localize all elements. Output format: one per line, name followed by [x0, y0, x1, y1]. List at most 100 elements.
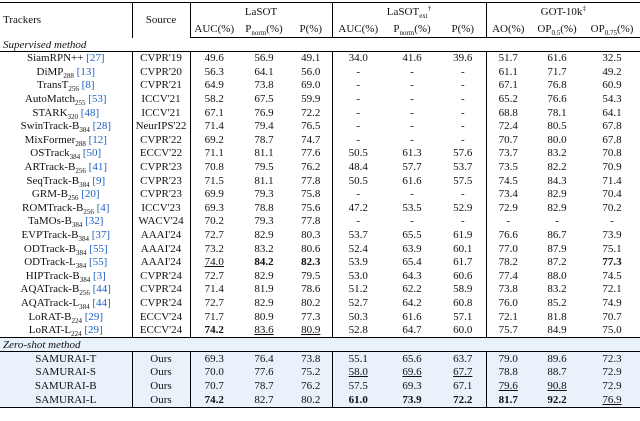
- source-text: AAAI'24: [140, 242, 182, 255]
- value-cell: 73.7: [485, 147, 531, 161]
- value-cell: 61.9: [440, 229, 486, 243]
- tracker-name: AQATrack-B: [20, 283, 80, 296]
- source-text: CVPR'21: [140, 79, 182, 92]
- source-cell: AAAI'24: [131, 242, 190, 256]
- value-cell: 78.2: [485, 255, 531, 270]
- source-text: CVPR'23: [140, 174, 182, 187]
- value: 65.5: [402, 229, 422, 242]
- source-cell: CVPR'24: [131, 296, 190, 311]
- tracker-cell: AutoMatch255 [53]: [0, 93, 132, 106]
- source-text: ECCV'22: [139, 147, 183, 160]
- value: 60.8: [453, 296, 473, 309]
- source-text: ECCV'24: [139, 310, 183, 323]
- value-cell: 47.2: [331, 201, 385, 216]
- tracker-cell: HIPTrack-B384 [3]: [0, 270, 132, 283]
- value-cell: 60.1: [440, 242, 486, 256]
- group-name: GOT-10k: [540, 5, 583, 18]
- value-cell: 69.9: [189, 187, 238, 202]
- value: 82.9: [254, 269, 274, 282]
- value: 76.6: [498, 229, 518, 242]
- value: 73.8: [498, 283, 518, 296]
- value-cell: 86.7: [530, 229, 584, 243]
- value: 86.7: [547, 229, 567, 242]
- value-cell: 79.5: [290, 270, 332, 284]
- data-row: EVPTrack-B384 [37] AAAI'24 72.7 82.9 80.3 53.…: [0, 228, 640, 243]
- value: 78.1: [547, 106, 567, 119]
- value: 64.9: [204, 79, 224, 92]
- value: 74.5: [602, 269, 622, 282]
- header-cell: Trackers: [0, 2, 132, 38]
- value: 65.6: [402, 352, 422, 365]
- value-cell: 78.1: [530, 106, 584, 120]
- tracker-name: ROMTrack-B: [22, 201, 84, 214]
- value-cell: 64.9: [189, 79, 238, 93]
- tracker-name: GRM-B: [31, 188, 68, 201]
- value: 72.2: [453, 393, 473, 406]
- column-suffix: (%): [616, 22, 634, 35]
- tracker-name: OSTrack: [30, 147, 70, 160]
- tracker-name: SAMURAI-B: [34, 379, 97, 392]
- value-cell: 71.4: [584, 174, 640, 188]
- group-sup: †: [427, 3, 432, 12]
- section-title: Supervised method: [0, 37, 640, 52]
- value: -: [410, 215, 414, 228]
- value: 72.3: [602, 352, 622, 365]
- tracker-sub: 256: [75, 167, 86, 175]
- tracker-sub: 384: [79, 180, 90, 188]
- data-row: SeqTrack-B384 [9] CVPR'23 71.5 81.1 77.8 50.5…: [0, 174, 640, 188]
- value: 79.3: [254, 188, 274, 201]
- citation: [55]: [88, 256, 108, 269]
- table-body: Trackers Source LaSOT LaSOText† GOT-10k‡ AUC(…: [0, 2, 640, 408]
- tracker-name: SAMURAI-L: [35, 393, 97, 406]
- value-cell: 80.9: [238, 310, 290, 324]
- data-row: LoRAT-B224 [29] ECCV'24 71.7 80.9 77.3 50.3 61…: [0, 310, 640, 324]
- value: 83.6: [254, 324, 274, 337]
- value-cell: 80.0: [530, 134, 584, 148]
- value-cell: 61.1: [485, 65, 531, 80]
- value-cell: 53.9: [331, 255, 385, 270]
- value: 55.1: [348, 352, 368, 365]
- source-cell: NeurIPS'22: [131, 119, 190, 134]
- value-cell: 73.5: [485, 160, 531, 175]
- value-cell: 79.4: [238, 120, 290, 134]
- data-row: MixFormer288 [12] CVPR'22 69.2 78.7 74.7 - - - 7…: [0, 133, 640, 148]
- value-cell: -: [384, 188, 440, 202]
- value: 83.2: [547, 147, 567, 160]
- value: 80.2: [301, 393, 321, 406]
- value-cell: 67.8: [584, 120, 640, 134]
- value-cell: 81.1: [238, 147, 290, 161]
- value-cell: 78.6: [290, 283, 332, 297]
- value-cell: -: [331, 65, 385, 80]
- value-cell: 73.9: [584, 229, 640, 243]
- value: 79.6: [498, 379, 518, 392]
- value: 74.2: [204, 393, 224, 406]
- tracker-sub: 256: [79, 289, 90, 297]
- value: -: [356, 79, 361, 92]
- section-row: Zero-shot method: [0, 337, 640, 353]
- value: 64.3: [402, 269, 422, 282]
- column-suffix: (%): [414, 22, 431, 35]
- value: -: [460, 120, 465, 133]
- value-cell: 68.8: [485, 106, 531, 120]
- value-cell: 52.8: [331, 323, 385, 338]
- data-row: OSTrack384 [50] ECCV'22 71.1 81.1 77.6 50.5 61…: [0, 147, 640, 161]
- value: 75.1: [602, 242, 622, 255]
- value-cell: 56.3: [189, 65, 238, 80]
- tracker-sub: 224: [71, 316, 82, 324]
- value: -: [410, 106, 414, 119]
- source-cell: Ours: [131, 379, 190, 394]
- value-cell: -: [331, 187, 385, 202]
- source-text: CVPR'22: [140, 133, 182, 146]
- value: 61.6: [547, 52, 567, 65]
- value: 70.2: [602, 201, 622, 214]
- value: 70.9: [602, 161, 622, 174]
- data-row: LoRAT-L224 [29] ECCV'24 74.2 83.6 80.9 52.8 64…: [0, 323, 640, 338]
- value-cell: 70.2: [584, 202, 640, 216]
- value: -: [356, 93, 361, 106]
- value-cell: 74.9: [584, 297, 640, 311]
- citation: [53]: [88, 93, 107, 106]
- value: 80.6: [301, 242, 321, 255]
- value-cell: 65.5: [384, 229, 440, 243]
- source-cell: AAAI'24: [131, 228, 190, 243]
- value-cell: 81.8: [530, 310, 584, 324]
